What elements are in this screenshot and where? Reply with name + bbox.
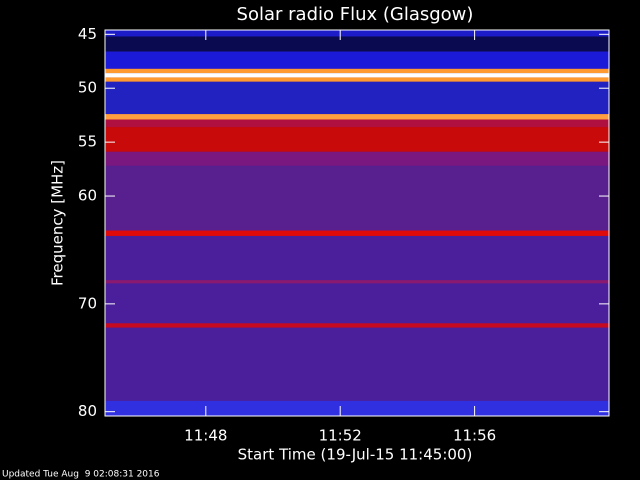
- emission-band: [105, 127, 609, 152]
- y-tick-label: 60: [78, 187, 97, 205]
- chart-title: Solar radio Flux (Glasgow): [237, 4, 474, 25]
- emission-band: [105, 30, 609, 37]
- emission-band: [105, 77, 609, 82]
- emission-band: [105, 165, 609, 231]
- emission-band: [105, 280, 609, 284]
- y-tick-label: 70: [78, 294, 97, 312]
- emission-band: [105, 68, 609, 74]
- y-axis-label: Frequency [MHz]: [49, 160, 67, 286]
- emission-band: [105, 36, 609, 52]
- emission-band: [105, 73, 609, 78]
- plot-frame: [104, 29, 610, 417]
- emission-band: [105, 151, 609, 166]
- emission-band: [105, 400, 609, 416]
- emission-band: [105, 230, 609, 236]
- emission-band: [105, 81, 609, 115]
- y-tick-label: 50: [78, 79, 97, 97]
- y-tick-label: 55: [78, 133, 97, 151]
- emission-band: [105, 323, 609, 328]
- y-tick-label: 45: [78, 25, 97, 43]
- emission-band: [105, 119, 609, 128]
- x-tick-label: 11:52: [319, 427, 362, 445]
- x-tick-label: 11:48: [184, 427, 227, 445]
- x-axis-label: Start Time (19-Jul-15 11:45:00): [238, 446, 473, 464]
- emission-band: [105, 51, 609, 69]
- y-tick-label: 80: [78, 402, 97, 420]
- footer: Updated Tue Aug 9 02:08:31 2016: [2, 470, 160, 480]
- x-tick-label: 11:56: [453, 427, 496, 445]
- emission-band: [105, 114, 609, 120]
